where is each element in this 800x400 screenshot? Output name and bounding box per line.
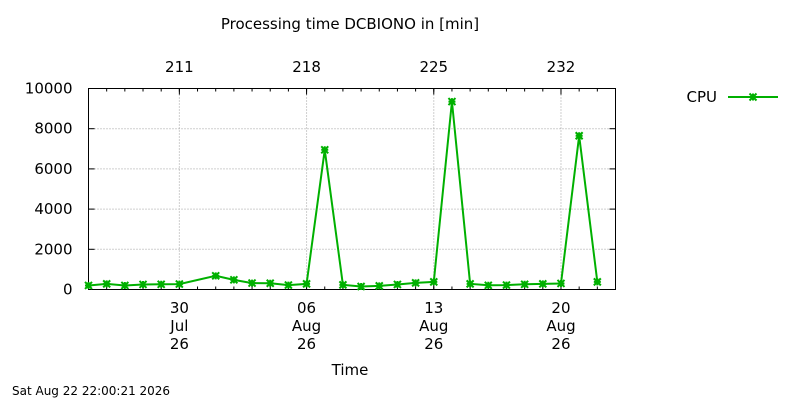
x-tick-label: 26 [424,335,443,353]
data-point [447,97,457,106]
data-point [411,278,420,288]
y-tick-label: 4000 [34,200,72,218]
timestamp-footer: Sat Aug 22 22:00:21 2026 [12,384,170,398]
x2-tick-labels: 211 218 225 232 [165,58,575,76]
x-tick-label: Jul [169,317,188,335]
x-tick-label: Aug [419,317,448,335]
y-tick-label: 2000 [34,240,72,258]
legend-marker-cpu [748,92,758,102]
data-point [120,281,130,290]
data-point [556,279,566,288]
marker-stroke [247,278,257,288]
marker-stroke [84,281,93,290]
data-point [538,279,548,289]
data-point [320,145,329,155]
axis-ticks [88,88,616,290]
data-point [138,280,148,289]
data-point [484,281,493,290]
y-tick-label: 6000 [34,160,72,178]
marker-stroke [411,278,420,288]
marker-stroke [229,275,239,285]
data-point [574,131,584,140]
marker-stroke [320,145,329,155]
legend: CPU [687,88,778,106]
data-point [211,271,220,281]
data-point [284,280,293,290]
chart-title: Processing time DCBIONO in [min] [221,15,479,33]
data-point [302,279,311,289]
marker-stroke [356,282,366,291]
y-tick-label: 10000 [25,80,73,98]
x-tick-label: Aug [546,317,575,335]
data-point [356,282,366,291]
marker-stroke [538,279,548,289]
x-tick-label: 30 [170,299,189,317]
legend-label-cpu: CPU [687,88,718,106]
series-line-cpu [88,101,599,288]
x2-tick-label: 225 [419,58,448,76]
x-tick-label: Aug [292,317,321,335]
data-point [229,275,239,285]
marker-stroke [211,271,220,281]
marker-stroke [266,279,275,288]
data-point [156,280,166,289]
marker-stroke [465,279,475,289]
marker-stroke [175,279,184,289]
x-tick-label: 13 [424,299,443,317]
grid-lines [88,88,616,290]
marker-stroke [284,280,293,290]
data-point [429,277,438,287]
x2-tick-label: 232 [547,58,576,76]
data-point [247,278,257,288]
marker-stroke [375,281,384,291]
data-point [175,279,184,289]
marker-stroke [520,280,529,289]
marker-stroke [593,277,602,287]
data-point [593,277,602,287]
marker-stroke [393,280,402,289]
marker-stroke [156,280,166,289]
x-tick-label: 26 [297,335,316,353]
data-point [102,279,111,289]
marker-stroke [556,279,566,288]
x2-tick-label: 218 [292,58,321,76]
legend-point [748,92,758,102]
x-tick-label: 20 [551,299,570,317]
x-tick-label: 06 [297,299,316,317]
data-point [502,280,511,290]
data-point [465,279,475,289]
x2-tick-label: 211 [165,58,194,76]
marker-stroke [338,280,348,290]
marker-stroke [302,279,311,289]
x-tick-label: 26 [170,335,189,353]
plot-frame [88,88,616,290]
y-tick-labels: 0 2000 4000 6000 8000 10000 [25,80,73,299]
marker-stroke [748,92,758,102]
data-point [393,280,402,289]
data-point [266,279,275,288]
x-tick-label: 26 [551,335,570,353]
data-point [338,280,348,290]
marker-stroke [574,131,584,140]
y-tick-label: 0 [63,281,73,299]
marker-stroke [120,281,130,290]
marker-stroke [484,281,493,290]
series-cpu [84,97,602,291]
marker-stroke [429,277,438,287]
data-point [84,281,93,290]
marker-stroke [447,97,457,106]
data-point [520,280,529,289]
y-tick-label: 8000 [34,120,72,138]
data-point [375,281,384,291]
marker-stroke [502,280,511,290]
marker-stroke [102,279,111,289]
marker-stroke [138,280,148,289]
x-axis-label: Time [331,361,369,379]
